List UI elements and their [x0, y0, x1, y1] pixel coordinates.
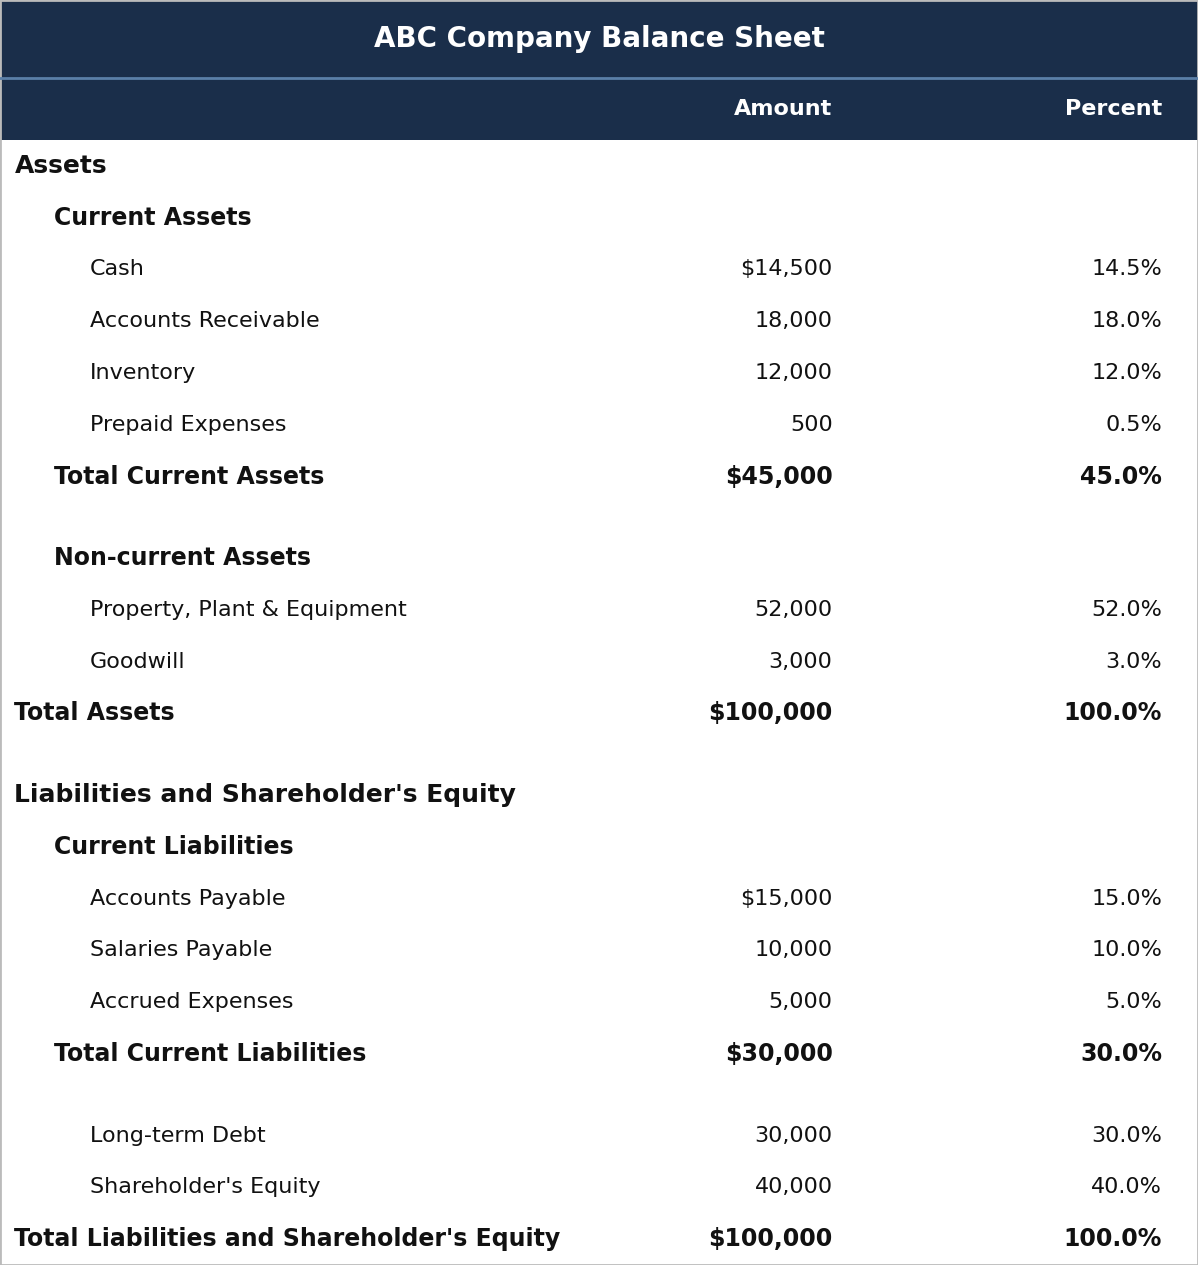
- Text: $100,000: $100,000: [708, 1227, 833, 1251]
- Text: 10,000: 10,000: [755, 940, 833, 960]
- Text: Accounts Payable: Accounts Payable: [90, 888, 285, 908]
- Text: $15,000: $15,000: [740, 888, 833, 908]
- Text: 45.0%: 45.0%: [1081, 464, 1162, 488]
- Text: Assets: Assets: [14, 154, 107, 178]
- Text: Goodwill: Goodwill: [90, 651, 186, 672]
- Text: Long-term Debt: Long-term Debt: [90, 1126, 266, 1146]
- Text: 12,000: 12,000: [755, 363, 833, 383]
- Text: 18,000: 18,000: [755, 311, 833, 331]
- Text: Total Current Assets: Total Current Assets: [54, 464, 325, 488]
- Text: Accrued Expenses: Accrued Expenses: [90, 992, 294, 1012]
- Text: 3.0%: 3.0%: [1106, 651, 1162, 672]
- Text: 10.0%: 10.0%: [1091, 940, 1162, 960]
- Text: 5.0%: 5.0%: [1106, 992, 1162, 1012]
- Text: $100,000: $100,000: [708, 702, 833, 725]
- Text: 15.0%: 15.0%: [1091, 888, 1162, 908]
- Text: Current Liabilities: Current Liabilities: [54, 835, 294, 859]
- Text: 18.0%: 18.0%: [1091, 311, 1162, 331]
- Text: 100.0%: 100.0%: [1064, 702, 1162, 725]
- Text: Cash: Cash: [90, 259, 145, 280]
- Text: Amount: Amount: [734, 99, 833, 119]
- Text: Shareholder's Equity: Shareholder's Equity: [90, 1178, 320, 1198]
- Text: 0.5%: 0.5%: [1106, 415, 1162, 435]
- Text: 100.0%: 100.0%: [1064, 1227, 1162, 1251]
- Text: Total Assets: Total Assets: [14, 702, 175, 725]
- Text: 30.0%: 30.0%: [1081, 1042, 1162, 1066]
- Text: 12.0%: 12.0%: [1091, 363, 1162, 383]
- Text: 3,000: 3,000: [769, 651, 833, 672]
- Text: 5,000: 5,000: [769, 992, 833, 1012]
- Text: Prepaid Expenses: Prepaid Expenses: [90, 415, 286, 435]
- Text: Total Liabilities and Shareholder's Equity: Total Liabilities and Shareholder's Equi…: [14, 1227, 561, 1251]
- Text: 14.5%: 14.5%: [1091, 259, 1162, 280]
- Text: Inventory: Inventory: [90, 363, 196, 383]
- Text: ABC Company Balance Sheet: ABC Company Balance Sheet: [374, 25, 824, 53]
- Text: Accounts Receivable: Accounts Receivable: [90, 311, 320, 331]
- Text: Total Current Liabilities: Total Current Liabilities: [54, 1042, 367, 1066]
- Text: 52,000: 52,000: [755, 600, 833, 620]
- Bar: [0, 78, 1198, 140]
- Text: Liabilities and Shareholder's Equity: Liabilities and Shareholder's Equity: [14, 783, 516, 807]
- Text: Current Assets: Current Assets: [54, 206, 252, 230]
- Text: 30,000: 30,000: [755, 1126, 833, 1146]
- Text: $30,000: $30,000: [725, 1042, 833, 1066]
- Bar: [0, 0, 1198, 78]
- Text: 40.0%: 40.0%: [1091, 1178, 1162, 1198]
- Text: Non-current Assets: Non-current Assets: [54, 546, 311, 571]
- Text: $14,500: $14,500: [740, 259, 833, 280]
- Text: 500: 500: [789, 415, 833, 435]
- Text: Salaries Payable: Salaries Payable: [90, 940, 272, 960]
- Bar: [0, 140, 1198, 1265]
- Text: 30.0%: 30.0%: [1091, 1126, 1162, 1146]
- Text: 52.0%: 52.0%: [1091, 600, 1162, 620]
- Text: $45,000: $45,000: [725, 464, 833, 488]
- Text: 40,000: 40,000: [755, 1178, 833, 1198]
- Text: Percent: Percent: [1065, 99, 1162, 119]
- Text: Property, Plant & Equipment: Property, Plant & Equipment: [90, 600, 406, 620]
